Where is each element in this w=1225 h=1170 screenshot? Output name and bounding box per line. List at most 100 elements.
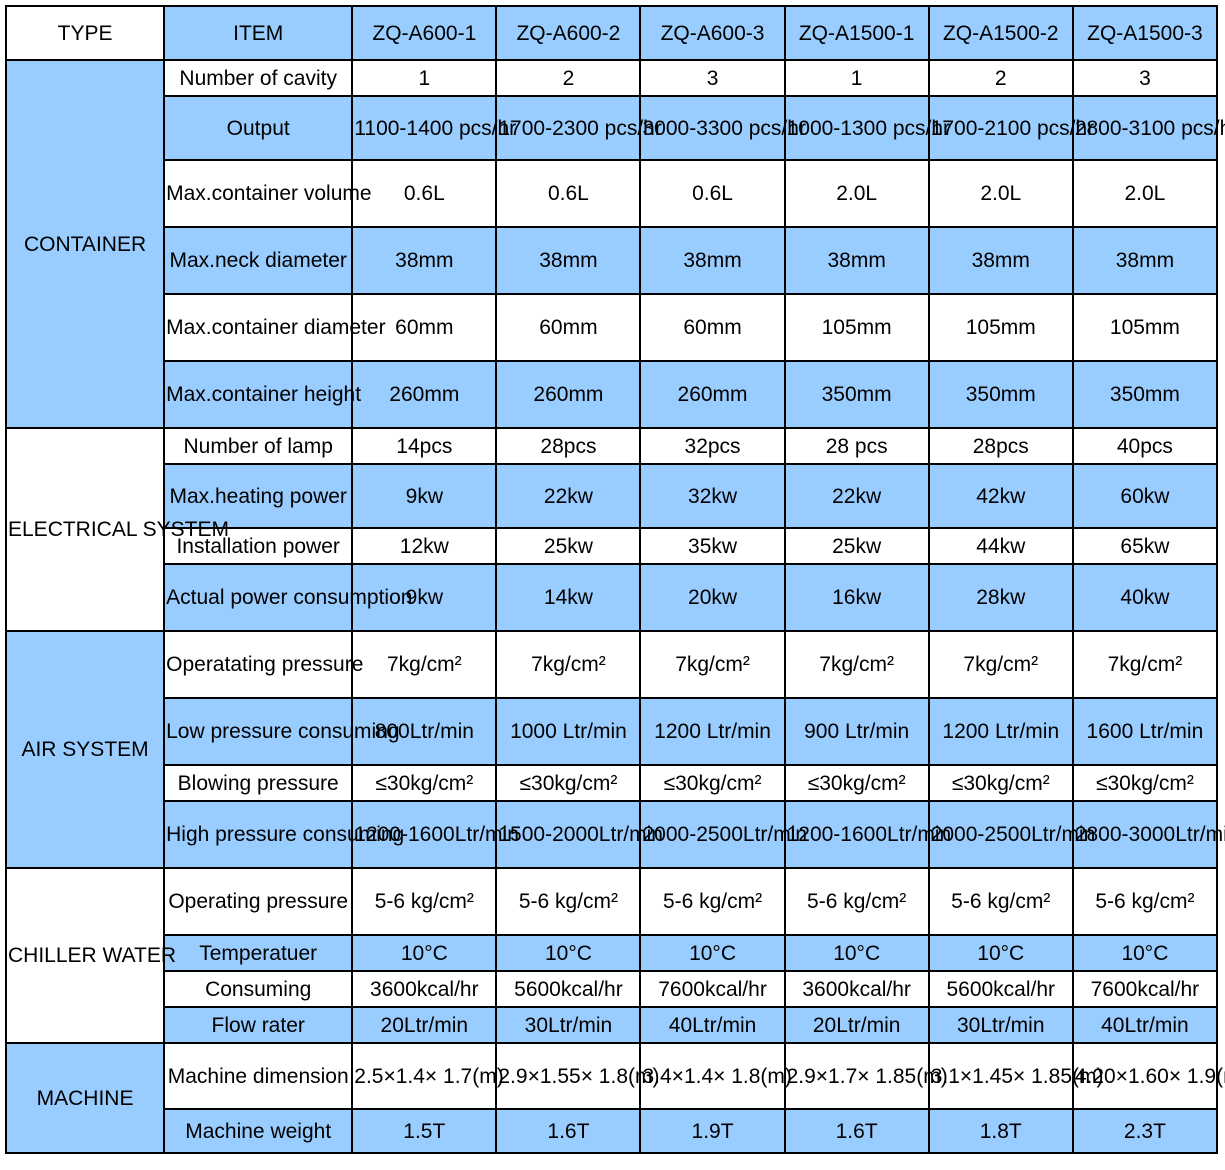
value-cell: 350mm xyxy=(783,360,930,429)
value-cell: 900 Ltr/min xyxy=(783,697,930,766)
item-label: Actual power consumption xyxy=(163,563,412,632)
item-label: High pressure consuming xyxy=(163,800,404,869)
value-cell: 1200 Ltr/min xyxy=(927,697,1074,766)
value-cell: 32pcs xyxy=(639,427,786,465)
value-cell: 10°C xyxy=(495,934,642,972)
value-cell: 1.9T xyxy=(639,1108,786,1154)
spec-body: CONTAINER Number of cavity 1 2 3 1 2 3 Output 110… xyxy=(4,59,1225,1154)
value-cell: 2.5×1.4× 1.7(m) xyxy=(351,1042,504,1110)
value-cell: 40Ltr/min xyxy=(1071,1006,1219,1044)
value-cell: 0.6L xyxy=(639,159,786,228)
item-label: Operatating pressure xyxy=(163,630,363,699)
table-row: Temperatuer 10°C 10°C 10°C 10°C 10°C 10°C xyxy=(6,934,1219,972)
table-row: High pressure consuming 1200-1600Ltr/min 1… xyxy=(6,800,1225,869)
item-header: ITEM xyxy=(163,5,354,61)
model-header: ZQ-A600-2 xyxy=(495,5,642,61)
value-cell: 7600kcal/hr xyxy=(639,970,786,1008)
table-row: Max.neck diameter 38mm 38mm 38mm 38mm 38mm 38m… xyxy=(6,226,1219,295)
value-cell: 25kw xyxy=(495,527,642,565)
value-cell: 5-6 kg/cm² xyxy=(351,867,498,936)
value-cell: 1000-1300 pcs/hr xyxy=(783,95,950,161)
value-cell: 20Ltr/min xyxy=(783,1006,930,1044)
value-cell: 1.8T xyxy=(927,1108,1074,1154)
value-cell: 2 xyxy=(495,59,642,97)
value-cell: 1500-2000Ltr/min xyxy=(495,800,663,869)
value-cell: 2.0L xyxy=(783,159,930,228)
value-cell: 2 xyxy=(927,59,1074,97)
value-cell: 2000-2500Ltr/min xyxy=(927,800,1095,869)
value-cell: 60kw xyxy=(1071,463,1219,529)
header-row: TYPE ITEM ZQ-A600-1 ZQ-A600-2 ZQ-A600-3 … xyxy=(4,5,1219,61)
item-label: Max.neck diameter xyxy=(163,226,354,295)
value-cell: 25kw xyxy=(783,527,930,565)
value-cell: 0.6L xyxy=(495,159,642,228)
model-header: ZQ-A1500-1 xyxy=(783,5,930,61)
value-cell: 60mm xyxy=(495,293,642,362)
value-cell: ≤30kg/cm² xyxy=(639,764,786,802)
table-row: Flow rater 20Ltr/min 30Ltr/min 40Ltr/min 20L… xyxy=(6,1006,1219,1044)
value-cell: 3 xyxy=(1071,59,1219,97)
value-cell: 38mm xyxy=(783,226,930,295)
value-cell: 2.9×1.7× 1.85(m) xyxy=(783,1042,948,1110)
table-row: Machine weight 1.5T 1.6T 1.9T 1.6T 1.8T 2.3T xyxy=(6,1108,1219,1154)
value-cell: 40Ltr/min xyxy=(639,1006,786,1044)
item-label: Max.container volume xyxy=(163,159,372,228)
value-cell: 40kw xyxy=(1071,563,1219,632)
value-cell: 28 pcs xyxy=(783,427,930,465)
item-label: Machine dimension xyxy=(163,1042,354,1110)
value-cell: 350mm xyxy=(927,360,1074,429)
value-cell: 22kw xyxy=(495,463,642,529)
value-cell: 3000-3300 pcs/hr xyxy=(639,95,806,161)
table-row: Consuming 3600kcal/hr 5600kcal/hr 7600kcal/… xyxy=(6,970,1219,1008)
value-cell: 105mm xyxy=(927,293,1074,362)
section-label: AIR SYSTEM xyxy=(4,630,166,869)
value-cell: ≤30kg/cm² xyxy=(927,764,1074,802)
table-row: Low pressure consuming 800Ltr/min 1000 Ltr… xyxy=(6,697,1219,766)
item-label: Output xyxy=(163,95,354,161)
item-label: Number of lamp xyxy=(163,427,354,465)
table-row: Actual power consumption 9kw 14kw 20kw 16kw 2… xyxy=(6,563,1219,632)
value-cell: 1 xyxy=(351,59,498,97)
value-cell: 30Ltr/min xyxy=(495,1006,642,1044)
item-label: Consuming xyxy=(163,970,354,1008)
table-row: Max.container diameter 60mm 60mm 60mm 105mm 1… xyxy=(6,293,1219,362)
value-cell: 9kw xyxy=(351,463,498,529)
value-cell: 30Ltr/min xyxy=(927,1006,1074,1044)
value-cell: 1000 Ltr/min xyxy=(495,697,642,766)
value-cell: 22kw xyxy=(783,463,930,529)
value-cell: ≤30kg/cm² xyxy=(783,764,930,802)
value-cell: 7kg/cm² xyxy=(1071,630,1219,699)
table-row: ELECTRICAL SYSTEM Number of lamp 14pcs 28pc… xyxy=(4,427,1219,632)
value-cell: 7600kcal/hr xyxy=(1071,970,1219,1008)
value-cell: 1200-1600Ltr/min xyxy=(783,800,951,869)
value-cell: 9kw xyxy=(351,563,498,632)
value-cell: 1600 Ltr/min xyxy=(1071,697,1219,766)
item-label: Temperatuer xyxy=(163,934,354,972)
value-cell: 350mm xyxy=(1071,360,1219,429)
value-cell: 7kg/cm² xyxy=(495,630,642,699)
section-label: MACHINE xyxy=(4,1042,166,1154)
value-cell: ≤30kg/cm² xyxy=(351,764,498,802)
value-cell: 12kw xyxy=(351,527,498,565)
section-label: CHILLER WATER xyxy=(4,867,176,1044)
value-cell: 28pcs xyxy=(927,427,1074,465)
value-cell: ≤30kg/cm² xyxy=(1071,764,1219,802)
item-label: Max.container diameter xyxy=(163,293,386,362)
value-cell: 7kg/cm² xyxy=(783,630,930,699)
value-cell: 2.9×1.55× 1.8(m) xyxy=(495,1042,659,1110)
value-cell: 1100-1400 pcs/hr xyxy=(351,95,516,161)
value-cell: 2.0L xyxy=(927,159,1074,228)
value-cell: 260mm xyxy=(639,360,786,429)
item-label: Flow rater xyxy=(163,1006,354,1044)
value-cell: 7kg/cm² xyxy=(351,630,498,699)
value-cell: 7kg/cm² xyxy=(927,630,1074,699)
value-cell: 800Ltr/min xyxy=(351,697,498,766)
value-cell: 38mm xyxy=(1071,226,1219,295)
value-cell: 2800-3000Ltr/min xyxy=(1071,800,1225,869)
value-cell: 5600kcal/hr xyxy=(495,970,642,1008)
model-header: ZQ-A600-1 xyxy=(351,5,498,61)
value-cell: 105mm xyxy=(783,293,930,362)
value-cell: 1.6T xyxy=(783,1108,930,1154)
item-label: Number of cavity xyxy=(163,59,354,97)
item-label: Low pressure consuming xyxy=(163,697,400,766)
